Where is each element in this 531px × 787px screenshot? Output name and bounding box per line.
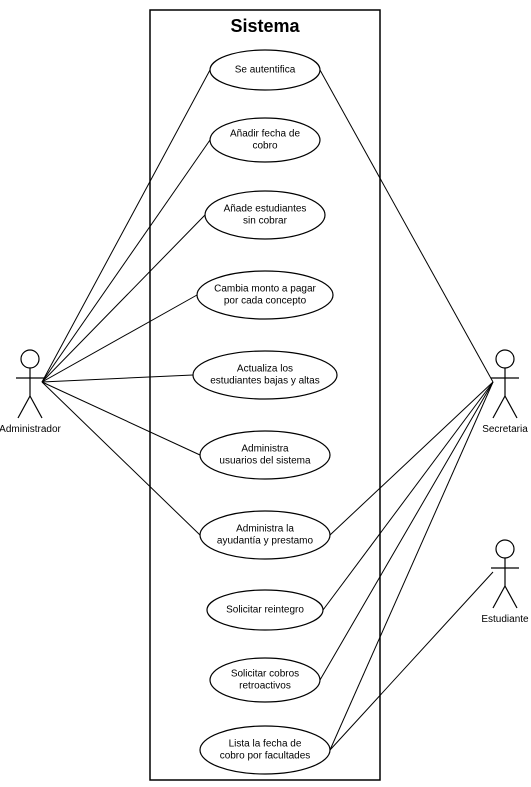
assoc-secretaria-uc7: [330, 382, 493, 535]
actor-admin-leg-r-icon: [30, 396, 42, 418]
system-boundary: [150, 10, 380, 780]
actor-estudiante-leg-l-icon: [493, 586, 505, 608]
actor-estudiante: [491, 540, 519, 608]
actor-admin-label: Administrador: [0, 424, 62, 435]
usecase-uc5-label-line-1: estudiantes bajas y altas: [210, 376, 320, 387]
usecase-uc7-label-line-0: Administra la: [236, 524, 294, 535]
actor-secretaria-label: Secretaria: [482, 424, 528, 435]
usecase-uc8-label-line-0: Solicitar reintegro: [226, 605, 304, 616]
usecase-uc4-label-line-1: por cada concepto: [224, 296, 307, 307]
assoc-secretaria-uc10: [330, 382, 493, 750]
usecase-uc7-label-line-1: ayudantía y prestamo: [217, 536, 314, 547]
assoc-secretaria-uc1: [320, 70, 493, 382]
actor-secretaria-head-icon: [496, 350, 514, 368]
assoc-admin-uc6: [42, 382, 200, 455]
assoc-secretaria-uc9: [320, 382, 493, 680]
assoc-admin-uc3: [42, 215, 205, 382]
use-case-diagram: SistemaSe autentificaAñadir fecha decobr…: [0, 0, 531, 787]
actor-estudiante-label: Estudiante: [481, 614, 529, 625]
usecase-uc2-label-line-0: Añadir fecha de: [230, 129, 300, 140]
assoc-estudiante-uc10: [330, 572, 493, 750]
assoc-admin-uc7: [42, 382, 200, 535]
usecase-uc5-label-line-0: Actualiza los: [237, 364, 293, 375]
usecase-uc6-label-line-1: usuarios del sistema: [219, 456, 311, 467]
usecase-uc9-label-line-1: retroactivos: [239, 681, 291, 692]
actor-admin: [16, 350, 44, 418]
usecase-uc2-label-line-1: cobro: [252, 141, 277, 152]
actor-secretaria-leg-r-icon: [505, 396, 517, 418]
actor-admin-head-icon: [21, 350, 39, 368]
assoc-admin-uc5: [42, 375, 193, 382]
actor-admin-leg-l-icon: [18, 396, 30, 418]
assoc-admin-uc2: [42, 140, 210, 382]
usecase-uc9-label-line-0: Solicitar cobros: [231, 669, 299, 680]
usecase-uc1-label-line-0: Se autentifica: [235, 65, 296, 76]
assoc-secretaria-uc8: [323, 382, 493, 610]
system-title: Sistema: [230, 16, 300, 36]
actor-secretaria-leg-l-icon: [493, 396, 505, 418]
usecase-uc10-label-line-1: cobro por facultades: [220, 751, 311, 762]
usecase-uc4-label-line-0: Cambia monto a pagar: [214, 284, 316, 295]
usecase-uc6-label-line-0: Administra: [241, 444, 289, 455]
actor-estudiante-head-icon: [496, 540, 514, 558]
actor-secretaria: [491, 350, 519, 418]
usecase-uc3-label-line-0: Añade estudiantes: [224, 204, 307, 215]
actor-estudiante-leg-r-icon: [505, 586, 517, 608]
usecase-uc10-label-line-0: Lista la fecha de: [229, 739, 302, 750]
usecase-uc3-label-line-1: sin cobrar: [243, 216, 288, 227]
